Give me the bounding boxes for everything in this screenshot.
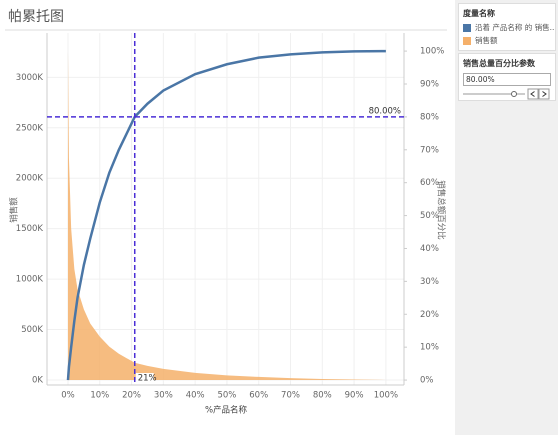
legend-label: 沿着 产品名称 的 销售... [475, 23, 555, 32]
x-tick-label: 40% [186, 391, 205, 401]
y2-tick-label: 20% [420, 310, 439, 320]
chart-title: 帕累托图 [8, 9, 64, 25]
x-axis-title: %产品名称 [205, 405, 248, 416]
slider-prev[interactable] [527, 88, 539, 100]
area [67, 52, 386, 380]
y2-tick-label: 70% [420, 145, 439, 155]
legend-label: 销售额 [475, 36, 498, 45]
x-tick-label: 70% [281, 391, 300, 401]
x-tick-label: 0% [61, 391, 75, 401]
parameter-control: 销售总量百分比参数 80.00% [458, 53, 556, 101]
y-tick-label: 3000K [16, 73, 44, 83]
y2-tick-label: 90% [420, 79, 439, 89]
parameter-title: 销售总量百分比参数 [463, 59, 535, 68]
x-tick-label: 60% [249, 391, 268, 401]
y2-tick-label: 0% [420, 376, 434, 386]
x-tick-label: 50% [217, 391, 236, 401]
x-tick-label: 20% [122, 391, 141, 401]
next-icon [542, 91, 547, 97]
y2-tick-label: 60% [420, 178, 439, 188]
y-tick-label: 500K [21, 325, 43, 335]
legend-items: 沿着 产品名称 的 销售... 销售额 [459, 21, 555, 47]
x-tick-label: 10% [90, 391, 109, 401]
x-tick-label: 100% [374, 391, 398, 401]
chart: 帕累托图 销售额 销售总额百分比 %产品名称 0% 10% 20% 30% 40% 50%… [5, 9, 447, 416]
x-tick-label: 30% [154, 391, 173, 401]
line [66, 49, 386, 381]
prev-icon [530, 91, 535, 97]
y2-tick-label: 50% [420, 211, 439, 221]
y-tick-label: 2000K [16, 174, 44, 184]
y2-axis-title: 销售总额百分比 [436, 180, 447, 240]
reference-label: 21% [138, 374, 157, 384]
x-tick-label: 80% [313, 391, 332, 401]
reference-label: 80.00% [369, 106, 401, 116]
y2-tick-label: 30% [420, 277, 439, 287]
legend: 度量名称 沿着 产品名称 的 销售... 销售额 [458, 3, 556, 51]
legend-title: 度量名称 [463, 9, 495, 18]
y2-tick-label: 100% [420, 47, 444, 57]
y-tick-label: 1000K [16, 275, 44, 285]
y-tick-label: 2500K [16, 123, 44, 133]
slider-thumb[interactable] [511, 91, 517, 97]
slider-next[interactable] [538, 88, 550, 100]
y2-tick-label: 80% [420, 112, 439, 122]
legend-item: 沿着 产品名称 的 销售... [459, 21, 555, 34]
slider [463, 88, 550, 100]
y-tick-label: 0K [32, 375, 43, 385]
legend-swatch [463, 23, 471, 32]
side-panel: 度量名称 沿着 产品名称 的 销售... 销售额 销售总量百分比参数 80.00% [455, 0, 558, 435]
y-axis-title: 销售额 [9, 197, 20, 223]
y-tick-label: 1500K [16, 224, 44, 234]
y2-tick-label: 40% [420, 244, 439, 254]
legend-swatch [463, 36, 471, 45]
y2-tick-label: 10% [420, 343, 439, 353]
reference-label-bg [135, 373, 154, 383]
parameter-input[interactable]: 80.00% [463, 73, 551, 86]
legend-item: 销售额 [459, 34, 555, 47]
x-tick-label: 90% [345, 391, 364, 401]
